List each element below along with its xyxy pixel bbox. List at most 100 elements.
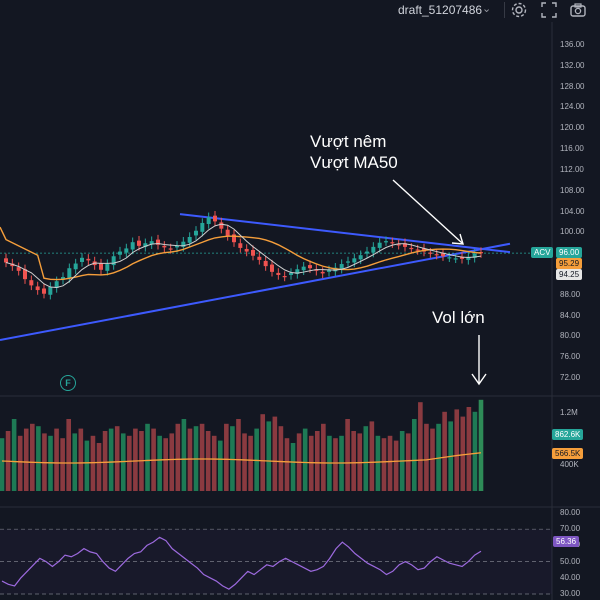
candle — [295, 269, 300, 274]
candle — [270, 264, 274, 272]
volume-bar — [78, 428, 84, 491]
volume-bar — [248, 435, 253, 491]
volume-bar — [290, 443, 296, 491]
candle — [111, 256, 116, 266]
price-tick-label: 88.00 — [560, 289, 581, 299]
candle — [73, 263, 78, 270]
candle — [67, 268, 72, 279]
volume-bar — [169, 433, 175, 491]
candle — [453, 258, 458, 260]
volume-bar — [0, 438, 5, 491]
volume-bar — [466, 407, 472, 491]
price-tick-label: 116.00 — [560, 144, 584, 154]
ma50-badge: 95.29 — [556, 258, 583, 269]
volume-bar — [66, 419, 71, 491]
candle — [137, 240, 141, 246]
volume-bar — [381, 438, 387, 491]
volume-bar — [133, 428, 138, 491]
candle — [301, 266, 306, 271]
candle — [35, 286, 40, 291]
price-tick-label: 72.00 — [560, 373, 581, 382]
candle — [428, 252, 433, 254]
candle — [339, 264, 344, 269]
volume-bar — [181, 419, 187, 491]
candle — [16, 267, 21, 271]
volume-bar — [96, 443, 102, 491]
candle — [238, 243, 243, 248]
candle — [403, 243, 407, 247]
price-tick-label: 128.00 — [560, 81, 585, 91]
fullscreen-icon[interactable] — [540, 1, 558, 19]
volume-bar — [72, 433, 78, 491]
volume-bar — [211, 435, 217, 491]
candle — [99, 263, 103, 270]
candle — [472, 253, 477, 258]
candle — [48, 286, 53, 295]
candle — [61, 277, 65, 280]
candle — [23, 269, 27, 280]
volume-bar — [302, 428, 308, 491]
volume-bar — [157, 435, 162, 491]
ma20-badge: 94.25 — [556, 269, 583, 280]
candle — [263, 260, 268, 267]
volume-bar — [418, 402, 423, 491]
layout-name[interactable]: draft_51207486 — [398, 3, 483, 17]
last-price-badge: 96.00 — [556, 247, 583, 258]
volume-bar — [321, 423, 326, 491]
volume-bar — [108, 428, 114, 491]
candle — [415, 249, 420, 251]
volume-bar — [127, 435, 132, 491]
volume-bar — [17, 435, 23, 491]
price-tick-label: 84.00 — [560, 310, 581, 320]
volume-bar — [430, 428, 435, 491]
candle — [244, 248, 249, 252]
volume-bar — [369, 421, 375, 491]
chevron-down-icon[interactable]: ⌄ — [482, 3, 492, 15]
volume-bar — [472, 411, 478, 491]
candle — [168, 248, 173, 250]
candle — [434, 254, 439, 256]
candle — [54, 281, 59, 288]
rsi-value-badge: 56.36 — [553, 536, 580, 547]
candle — [320, 271, 325, 274]
candle — [181, 241, 186, 247]
candle — [396, 244, 401, 246]
candle — [219, 222, 224, 229]
volume-bar — [236, 419, 241, 491]
volume-bar — [163, 438, 169, 491]
camera-icon[interactable] — [569, 1, 587, 19]
candle — [441, 253, 445, 257]
price-tick-label: 108.00 — [560, 185, 585, 195]
volume-bar — [454, 409, 460, 491]
volume-bar — [278, 426, 284, 491]
candle — [130, 242, 135, 250]
volume-bar — [387, 435, 393, 491]
volume-arrow-head — [471, 373, 487, 386]
volume-last-badge: 862.6K — [552, 429, 584, 440]
candle — [257, 256, 262, 260]
volume-bar — [314, 431, 320, 491]
volume-bar — [266, 421, 272, 491]
volume-bar — [375, 435, 381, 491]
candle — [308, 265, 312, 269]
volume-bar — [260, 414, 266, 491]
price-tick-label: 124.00 — [560, 102, 585, 112]
volume-bar — [36, 426, 41, 491]
gear-icon[interactable] — [510, 1, 528, 19]
price-tick-label: 104.00 — [560, 206, 585, 216]
candle — [143, 243, 148, 247]
volume-bar — [345, 419, 350, 491]
price-tick-label: 112.00 — [560, 164, 584, 174]
candle — [105, 264, 110, 271]
volume-bar — [205, 431, 211, 491]
event-marker-icon[interactable]: F — [60, 375, 76, 391]
volume-bar — [242, 433, 247, 491]
candle — [365, 251, 369, 254]
volume-bar — [284, 438, 290, 491]
candle — [371, 246, 376, 253]
candle — [175, 245, 179, 248]
candle — [358, 255, 363, 260]
volume-bar — [442, 411, 447, 491]
upper-trendline — [179, 213, 511, 254]
